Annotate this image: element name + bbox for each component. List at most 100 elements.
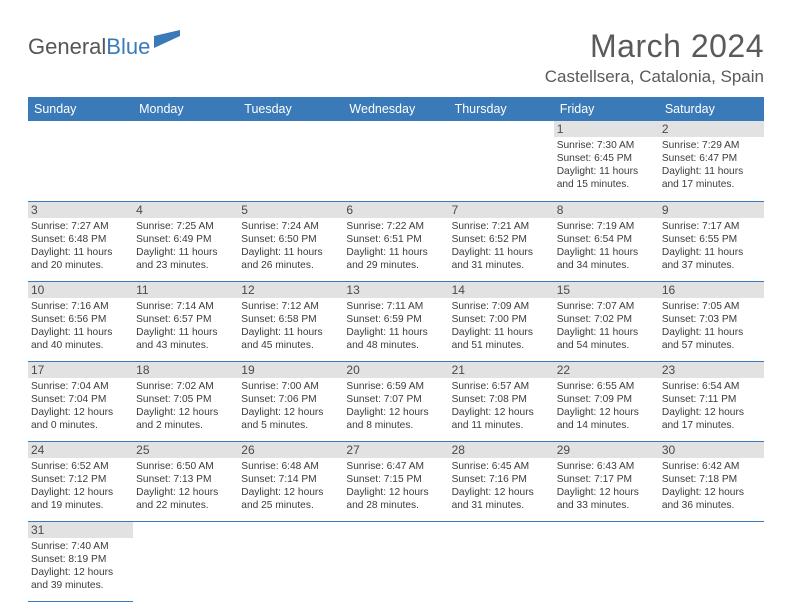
day-number: 8 — [554, 202, 659, 218]
calendar-cell: 28 Sunrise: 6:45 AMSunset: 7:16 PMDayligh… — [449, 441, 554, 521]
day-number: 29 — [554, 442, 659, 458]
day-number: 26 — [238, 442, 343, 458]
day-number: 16 — [659, 282, 764, 298]
day-number: 2 — [659, 121, 764, 137]
sun-info: Sunrise: 7:24 AMSunset: 6:50 PMDaylight:… — [241, 220, 340, 272]
day-number: 10 — [28, 282, 133, 298]
calendar-cell: 20Sunrise: 6:59 AMSunset: 7:07 PMDayligh… — [343, 361, 448, 441]
calendar-body: 1 Sunrise: 7:30 AMSunset: 6:45 PMDaylight… — [28, 121, 764, 601]
calendar-cell: 31 Sunrise: 7:40 AMSunset: 8:19 PMDayligh… — [28, 521, 133, 601]
logo-text-blue: Blue — [106, 34, 150, 60]
calendar-cell: 14Sunrise: 7:09 AMSunset: 7:00 PMDayligh… — [449, 281, 554, 361]
calendar-cell — [449, 121, 554, 201]
sun-info: Sunrise: 6:48 AMSunset: 7:14 PMDaylight:… — [241, 460, 340, 512]
dow-header: Saturday — [659, 97, 764, 121]
day-number: 28 — [449, 442, 554, 458]
dow-header: Monday — [133, 97, 238, 121]
sun-info: Sunrise: 7:16 AMSunset: 6:56 PMDaylight:… — [31, 300, 130, 352]
dow-header: Wednesday — [343, 97, 448, 121]
calendar-cell: 17 Sunrise: 7:04 AMSunset: 7:04 PMDayligh… — [28, 361, 133, 441]
sun-info: Sunrise: 7:11 AMSunset: 6:59 PMDaylight:… — [346, 300, 445, 352]
day-number: 31 — [28, 522, 133, 538]
day-number: 27 — [343, 442, 448, 458]
calendar-cell — [343, 121, 448, 201]
sun-info: Sunrise: 6:54 AMSunset: 7:11 PMDaylight:… — [662, 380, 761, 432]
calendar-cell: 18 Sunrise: 7:02 AMSunset: 7:05 PMDayligh… — [133, 361, 238, 441]
calendar-cell: 10 Sunrise: 7:16 AMSunset: 6:56 PMDayligh… — [28, 281, 133, 361]
calendar-cell: 3 Sunrise: 7:27 AMSunset: 6:48 PMDaylight… — [28, 201, 133, 281]
day-number: 3 — [28, 202, 133, 218]
calendar-table: SundayMondayTuesdayWednesdayThursdayFrid… — [28, 97, 764, 602]
day-number: 17 — [28, 362, 133, 378]
calendar-cell: 12Sunrise: 7:12 AMSunset: 6:58 PMDayligh… — [238, 281, 343, 361]
calendar-cell: 23 Sunrise: 6:54 AMSunset: 7:11 PMDayligh… — [659, 361, 764, 441]
sun-info: Sunrise: 7:27 AMSunset: 6:48 PMDaylight:… — [31, 220, 130, 272]
day-number: 24 — [28, 442, 133, 458]
logo-text-general: General — [28, 34, 106, 60]
day-number: 6 — [343, 202, 448, 218]
sun-info: Sunrise: 6:42 AMSunset: 7:18 PMDaylight:… — [662, 460, 761, 512]
calendar-cell — [554, 521, 659, 601]
sun-info: Sunrise: 7:00 AMSunset: 7:06 PMDaylight:… — [241, 380, 340, 432]
sun-info: Sunrise: 6:43 AMSunset: 7:17 PMDaylight:… — [557, 460, 656, 512]
sun-info: Sunrise: 7:19 AMSunset: 6:54 PMDaylight:… — [557, 220, 656, 272]
calendar-cell: 13 Sunrise: 7:11 AMSunset: 6:59 PMDayligh… — [343, 281, 448, 361]
day-number: 12 — [238, 282, 343, 298]
calendar-cell: 7 Sunrise: 7:21 AMSunset: 6:52 PMDaylight… — [449, 201, 554, 281]
day-number: 9 — [659, 202, 764, 218]
day-number: 7 — [449, 202, 554, 218]
sun-info: Sunrise: 7:09 AMSunset: 7:00 PMDaylight:… — [452, 300, 551, 352]
calendar-cell: 1 Sunrise: 7:30 AMSunset: 6:45 PMDaylight… — [554, 121, 659, 201]
header: GeneralBlue March 2024 Castellsera, Cata… — [28, 28, 764, 87]
calendar-cell: 26 Sunrise: 6:48 AMSunset: 7:14 PMDayligh… — [238, 441, 343, 521]
calendar-cell — [28, 121, 133, 201]
logo-flag-icon — [154, 28, 180, 54]
calendar-cell — [133, 121, 238, 201]
sun-info: Sunrise: 7:21 AMSunset: 6:52 PMDaylight:… — [452, 220, 551, 272]
day-number: 19 — [238, 362, 343, 378]
sun-info: Sunrise: 7:04 AMSunset: 7:04 PMDaylight:… — [31, 380, 130, 432]
dow-header: Tuesday — [238, 97, 343, 121]
calendar-cell: 11 Sunrise: 7:14 AMSunset: 6:57 PMDayligh… — [133, 281, 238, 361]
calendar-cell: 25Sunrise: 6:50 AMSunset: 7:13 PMDayligh… — [133, 441, 238, 521]
day-number: 5 — [238, 202, 343, 218]
calendar-head: SundayMondayTuesdayWednesdayThursdayFrid… — [28, 97, 764, 121]
day-number: 13 — [343, 282, 448, 298]
calendar-cell: 9Sunrise: 7:17 AMSunset: 6:55 PMDaylight… — [659, 201, 764, 281]
calendar-cell: 8 Sunrise: 7:19 AMSunset: 6:54 PMDaylight… — [554, 201, 659, 281]
calendar-cell: 5 Sunrise: 7:24 AMSunset: 6:50 PMDaylight… — [238, 201, 343, 281]
day-number: 22 — [554, 362, 659, 378]
sun-info: Sunrise: 6:45 AMSunset: 7:16 PMDaylight:… — [452, 460, 551, 512]
day-number: 23 — [659, 362, 764, 378]
sun-info: Sunrise: 7:40 AMSunset: 8:19 PMDaylight:… — [31, 540, 130, 592]
calendar-cell: 30 Sunrise: 6:42 AMSunset: 7:18 PMDayligh… — [659, 441, 764, 521]
day-number: 4 — [133, 202, 238, 218]
calendar-cell: 29 Sunrise: 6:43 AMSunset: 7:17 PMDayligh… — [554, 441, 659, 521]
sun-info: Sunrise: 6:47 AMSunset: 7:15 PMDaylight:… — [346, 460, 445, 512]
day-number: 30 — [659, 442, 764, 458]
calendar-cell — [238, 521, 343, 601]
calendar-cell: 21 Sunrise: 6:57 AMSunset: 7:08 PMDayligh… — [449, 361, 554, 441]
calendar-cell: 15Sunrise: 7:07 AMSunset: 7:02 PMDayligh… — [554, 281, 659, 361]
day-number: 1 — [554, 121, 659, 137]
sun-info: Sunrise: 7:02 AMSunset: 7:05 PMDaylight:… — [136, 380, 235, 432]
day-number: 21 — [449, 362, 554, 378]
day-number: 11 — [133, 282, 238, 298]
sun-info: Sunrise: 7:29 AMSunset: 6:47 PMDaylight:… — [662, 139, 761, 191]
sun-info: Sunrise: 7:22 AMSunset: 6:51 PMDaylight:… — [346, 220, 445, 272]
sun-info: Sunrise: 6:52 AMSunset: 7:12 PMDaylight:… — [31, 460, 130, 512]
calendar-cell — [659, 521, 764, 601]
calendar-cell — [343, 521, 448, 601]
sun-info: Sunrise: 6:57 AMSunset: 7:08 PMDaylight:… — [452, 380, 551, 432]
calendar-cell — [133, 521, 238, 601]
calendar-cell — [238, 121, 343, 201]
calendar-page: GeneralBlue March 2024 Castellsera, Cata… — [0, 0, 792, 602]
sun-info: Sunrise: 7:14 AMSunset: 6:57 PMDaylight:… — [136, 300, 235, 352]
day-number: 25 — [133, 442, 238, 458]
sun-info: Sunrise: 7:30 AMSunset: 6:45 PMDaylight:… — [557, 139, 656, 191]
day-number: 20 — [343, 362, 448, 378]
calendar-cell: 4Sunrise: 7:25 AMSunset: 6:49 PMDaylight… — [133, 201, 238, 281]
calendar-cell — [449, 521, 554, 601]
sun-info: Sunrise: 7:05 AMSunset: 7:03 PMDaylight:… — [662, 300, 761, 352]
day-number: 18 — [133, 362, 238, 378]
